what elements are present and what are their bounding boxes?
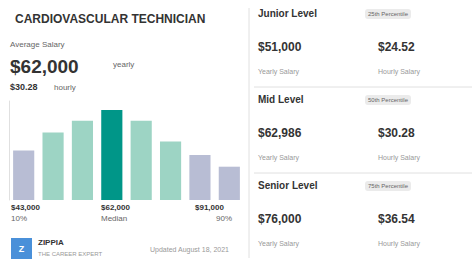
svg-text:10%: 10%	[11, 214, 27, 223]
svg-text:Mid Level: Mid Level	[258, 94, 304, 105]
svg-text:CARDIOVASCULAR TECHNICIAN: CARDIOVASCULAR TECHNICIAN	[15, 12, 205, 26]
svg-text:50th Percentile: 50th Percentile	[368, 97, 409, 103]
svg-text:$62,000: $62,000	[101, 203, 130, 212]
svg-text:Hourly Salary: Hourly Salary	[378, 154, 421, 162]
svg-text:Yearly Salary: Yearly Salary	[258, 240, 299, 248]
svg-text:90%: 90%	[216, 214, 232, 223]
svg-text:$30.28: $30.28	[378, 126, 415, 140]
svg-text:ZIPPIA: ZIPPIA	[38, 238, 64, 247]
svg-text:Senior Level: Senior Level	[258, 180, 318, 191]
svg-text:Hourly Salary: Hourly Salary	[378, 68, 421, 76]
svg-text:$43,000: $43,000	[11, 203, 40, 212]
svg-text:$91,000: $91,000	[195, 203, 224, 212]
svg-text:$36.54: $36.54	[378, 212, 415, 226]
svg-text:Yearly Salary: Yearly Salary	[258, 68, 299, 76]
svg-text:Average Salary: Average Salary	[10, 40, 65, 49]
svg-text:Yearly Salary: Yearly Salary	[258, 154, 299, 162]
svg-text:Median: Median	[101, 214, 127, 223]
svg-text:$30.28: $30.28	[10, 82, 38, 92]
svg-text:$62,000: $62,000	[10, 56, 79, 77]
svg-text:hourly: hourly	[54, 83, 76, 92]
svg-text:25th Percentile: 25th Percentile	[368, 11, 409, 17]
svg-text:75th Percentile: 75th Percentile	[368, 183, 409, 189]
svg-text:$76,000: $76,000	[258, 212, 302, 226]
svg-text:Z: Z	[19, 244, 25, 254]
svg-text:$51,000: $51,000	[258, 40, 302, 54]
svg-text:Updated August 18, 2021: Updated August 18, 2021	[150, 246, 229, 254]
svg-text:Hourly Salary: Hourly Salary	[378, 240, 421, 248]
svg-text:yearly: yearly	[113, 60, 134, 69]
svg-text:$24.52: $24.52	[378, 40, 415, 54]
svg-text:THE CAREER EXPERT: THE CAREER EXPERT	[38, 251, 103, 257]
svg-text:Junior Level: Junior Level	[258, 8, 317, 19]
svg-text:$62,986: $62,986	[258, 126, 302, 140]
